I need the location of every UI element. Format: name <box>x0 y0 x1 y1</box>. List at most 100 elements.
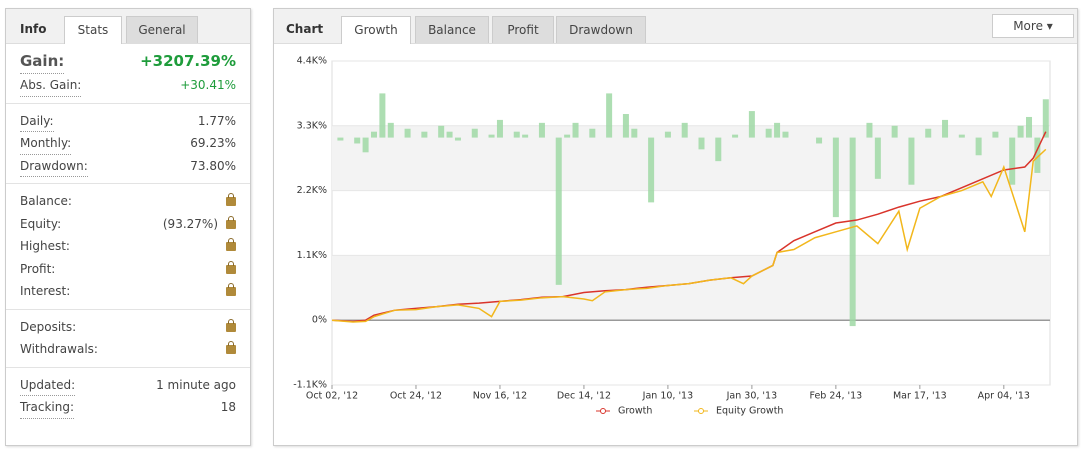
stat-value-box: 1 minute ago <box>156 374 236 397</box>
bar <box>622 114 629 138</box>
bar <box>681 122 688 138</box>
stat-row: Deposits: <box>6 316 250 339</box>
stat-row: Balance: <box>6 190 250 213</box>
bar <box>992 131 999 138</box>
stat-value-box <box>218 235 236 258</box>
bar <box>698 137 705 150</box>
bar <box>370 131 377 138</box>
bar <box>1026 116 1033 138</box>
stat-label: Profit: <box>20 261 56 276</box>
bar <box>522 134 529 138</box>
stat-row: Equity: (93.27%) <box>6 213 250 236</box>
lock-icon <box>226 260 236 274</box>
bar <box>387 122 394 138</box>
bar <box>471 128 478 138</box>
legend-marker <box>698 408 704 414</box>
chart-tab[interactable]: Profit <box>492 16 554 43</box>
chart-panel-title: Chart <box>286 22 324 36</box>
bar <box>538 122 545 138</box>
bar <box>337 137 344 141</box>
y-tick-label: 1.1K% <box>297 250 327 261</box>
x-tick-label: Jan 10, '13 <box>642 391 694 402</box>
gain-value: +3207.39% <box>140 52 236 70</box>
info-tab[interactable]: Stats <box>64 16 122 44</box>
stat-row: Highest: <box>6 235 250 258</box>
stat-label: Tracking: <box>20 396 74 419</box>
lock-icon <box>226 341 236 354</box>
stat-value: (93.27%) <box>162 216 218 231</box>
stat-value-box <box>218 316 236 339</box>
x-tick-label: Oct 02, '12 <box>306 391 358 402</box>
bar <box>446 131 453 138</box>
y-tick-label: 2.2K% <box>297 185 327 196</box>
stat-value: 73.80% <box>190 158 236 173</box>
bar <box>555 137 562 285</box>
bar <box>891 125 898 138</box>
bar <box>732 134 739 138</box>
bar <box>715 137 722 162</box>
stat-label: Deposits: <box>20 319 77 334</box>
bar <box>648 137 655 203</box>
abs-gain-label: Abs. Gain: <box>20 74 82 97</box>
chart-tab[interactable]: Growth <box>341 16 411 44</box>
stat-row: Profit: <box>6 258 250 281</box>
stats-group: Updated: 1 minute ago Tracking: 18 <box>6 368 250 425</box>
lock-icon <box>226 238 236 251</box>
info-tab: Info <box>20 22 47 36</box>
bar <box>908 137 915 185</box>
chart-tab[interactable]: Drawdown <box>556 16 646 43</box>
stat-row: Withdrawals: <box>6 338 250 361</box>
bar <box>925 128 932 138</box>
legend-marker <box>600 408 606 414</box>
bar <box>942 119 949 138</box>
lock-icon <box>226 215 236 229</box>
more-label: More <box>1013 19 1043 33</box>
y-tick-label: -1.1K% <box>293 380 327 391</box>
bar <box>1009 137 1016 185</box>
stat-value-box <box>218 190 236 213</box>
chart-panel: Chart More ▾ Growth Balance Profit Drawdown… <box>273 8 1078 446</box>
bar <box>354 137 361 144</box>
chart-tab[interactable]: Balance <box>415 16 489 43</box>
bar <box>589 128 596 138</box>
lock-icon <box>226 283 236 296</box>
info-tabs: Info Stats General <box>6 9 250 44</box>
gain-group: Gain: +3207.39% Abs. Gain: +30.41% <box>6 44 250 104</box>
stats-groups: Daily: 1.77% Monthly: 69.23% Drawdown: 73.80%… <box>6 104 250 425</box>
x-tick-label: Dec 14, '12 <box>557 391 611 402</box>
chart: -1.1K% 0% 1.1K% 2.2K% 3.3K% 4.4K% Oct 02, '12 O… <box>293 56 1051 417</box>
x-tick-label: Apr 04, '13 <box>978 391 1030 402</box>
stat-label: Drawdown: <box>20 155 88 177</box>
grid-band <box>332 255 1050 321</box>
bar <box>438 125 445 138</box>
x-tick-label: Oct 24, '12 <box>390 391 442 402</box>
lock-icon <box>226 193 236 206</box>
stat-label: Equity: <box>20 216 62 231</box>
info-tab[interactable]: General <box>126 16 198 43</box>
stat-value: 18 <box>220 400 236 414</box>
bar <box>606 93 613 138</box>
bar <box>664 131 671 138</box>
stats-group: Deposits: Withdrawals: <box>6 310 250 368</box>
bar <box>1042 99 1049 138</box>
stat-label: Highest: <box>20 239 70 253</box>
chart-tabs: Chart More ▾ Growth Balance Profit Drawdown <box>274 9 1077 44</box>
stat-value-box <box>218 338 236 361</box>
x-tick-label: Nov 16, '12 <box>473 391 527 402</box>
more-button[interactable]: More ▾ <box>992 14 1074 38</box>
bar <box>379 93 386 138</box>
stat-value: 1.77% <box>197 113 236 128</box>
abs-gain-row: Abs. Gain: +30.41% <box>6 74 250 97</box>
stat-value-box: 69.23% <box>190 132 236 155</box>
stats-group: Daily: 1.77% Monthly: 69.23% Drawdown: 73.80% <box>6 104 250 184</box>
x-tick-label: Jan 30, '13 <box>726 391 778 402</box>
bar <box>816 137 823 144</box>
stat-value-box <box>218 280 236 303</box>
stat-row: Monthly: 69.23% <box>6 132 250 155</box>
bar <box>866 122 873 138</box>
bar <box>782 131 789 138</box>
bar <box>832 137 839 218</box>
bar <box>765 128 772 138</box>
bar <box>421 131 428 138</box>
